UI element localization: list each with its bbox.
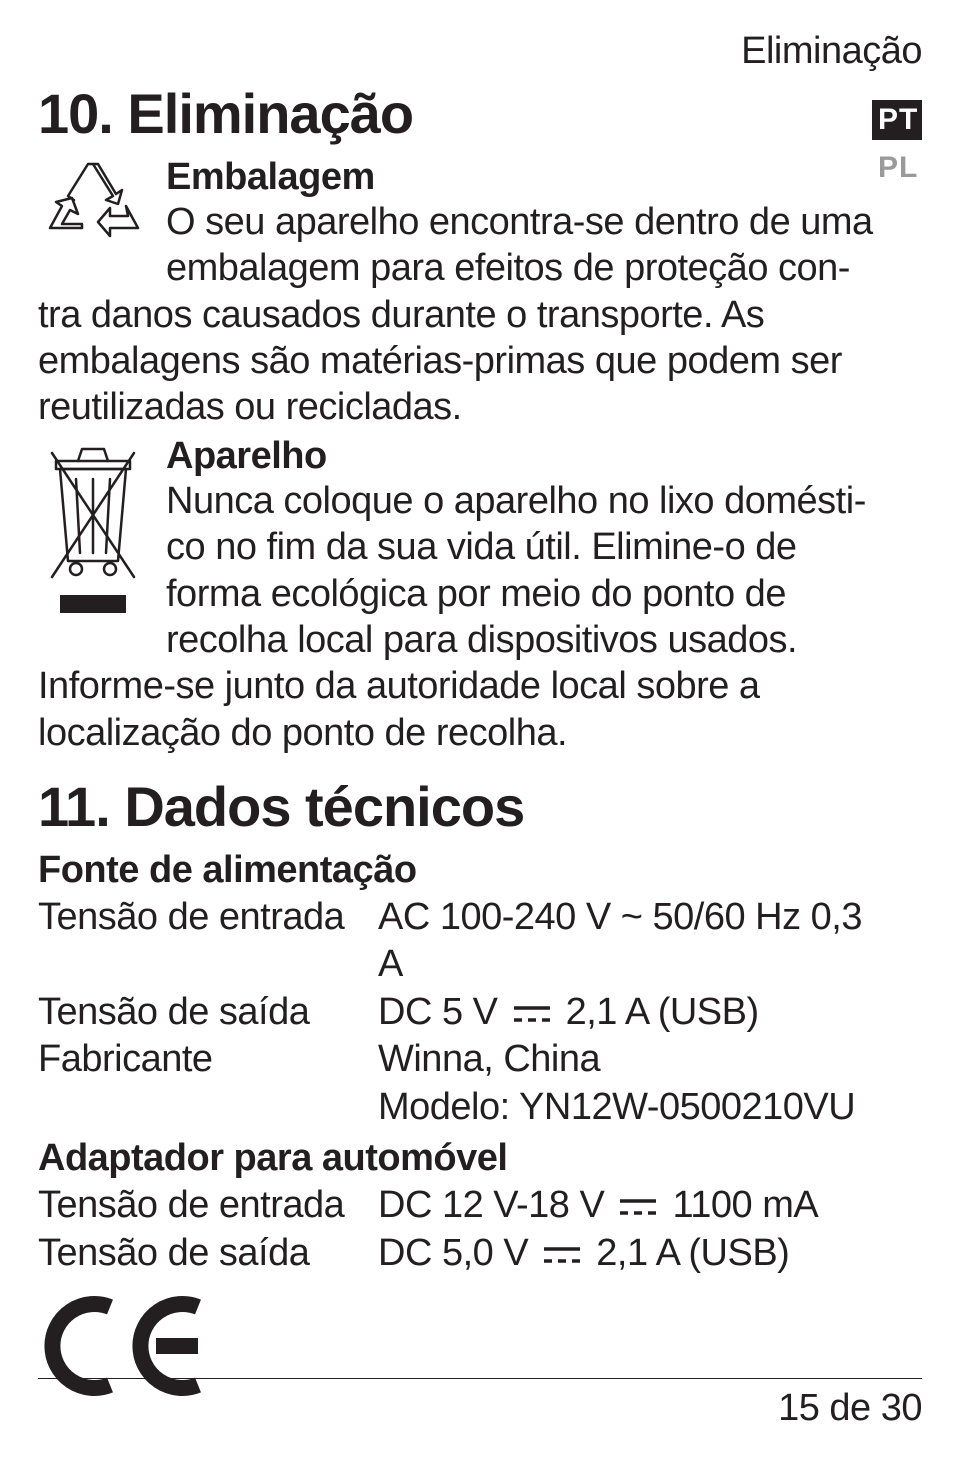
- spec-row: FabricanteWinna, China: [38, 1036, 878, 1084]
- spec-row: Tensão de saídaDC 5 V 2,1 A (USB): [38, 989, 878, 1037]
- section-10-title: 10. Eliminação: [38, 81, 878, 146]
- car-heading: Adaptador para automóvel: [38, 1137, 878, 1180]
- page-breadcrumb: Eliminação: [38, 30, 922, 73]
- content-area: 10. Eliminação Embalagem O seu aparelho …: [38, 81, 878, 1401]
- spec-label: Tensão de entrada: [38, 894, 378, 989]
- spec-label: Tensão de saída: [38, 1230, 378, 1278]
- spec-value: AC 100-240 V ~ 50/60 Hz 0,3 A: [378, 894, 878, 989]
- psu-spec-table: Fonte de alimentação Tensão de entradaAC…: [38, 849, 878, 1132]
- device-block: Aparelho Nunca coloque o aparelho no lix…: [38, 435, 878, 756]
- spec-label: Fabricante: [38, 1036, 378, 1084]
- section-11-title: 11. Dados técnicos: [38, 774, 878, 839]
- spec-row: Tensão de saídaDC 5,0 V 2,1 A (USB): [38, 1230, 878, 1278]
- device-text: Nunca coloque o aparelho no lixo domésti…: [38, 478, 878, 756]
- psu-heading: Fonte de alimentação: [38, 849, 878, 892]
- manual-page: Eliminação PT PL 10. Eliminação Embalage…: [0, 0, 960, 1484]
- weee-bin-icon: [38, 435, 148, 619]
- spec-value: DC 5,0 V 2,1 A (USB): [378, 1230, 878, 1278]
- recycle-icon: [38, 156, 148, 260]
- car-spec-table: Adaptador para automóvel Tensão de entra…: [38, 1137, 878, 1277]
- packaging-block: Embalagem O seu aparelho encontra-se den…: [38, 156, 878, 431]
- spec-value: Modelo: YN12W-0500210VU: [378, 1084, 878, 1132]
- spec-row: Modelo: YN12W-0500210VU: [38, 1084, 878, 1132]
- spec-value: DC 5 V 2,1 A (USB): [378, 989, 878, 1037]
- packaging-heading: Embalagem: [38, 156, 878, 199]
- spec-row: Tensão de entradaAC 100-240 V ~ 50/60 Hz…: [38, 894, 878, 989]
- language-tabs: PT PL: [872, 100, 922, 196]
- lang-tab-pl[interactable]: PL: [872, 148, 922, 188]
- spec-row: Tensão de entradaDC 12 V-18 V 1100 mA: [38, 1182, 878, 1230]
- packaging-text: O seu aparelho encontra-se dentro de uma…: [38, 199, 878, 431]
- device-heading: Aparelho: [38, 435, 878, 478]
- spec-label: [38, 1084, 378, 1132]
- spec-value: DC 12 V-18 V 1100 mA: [378, 1182, 878, 1230]
- spec-label: Tensão de saída: [38, 989, 378, 1037]
- page-footer: 15 de 30: [38, 1378, 922, 1430]
- spec-value: Winna, China: [378, 1036, 878, 1084]
- lang-tab-pt[interactable]: PT: [872, 100, 922, 140]
- spec-label: Tensão de entrada: [38, 1182, 378, 1230]
